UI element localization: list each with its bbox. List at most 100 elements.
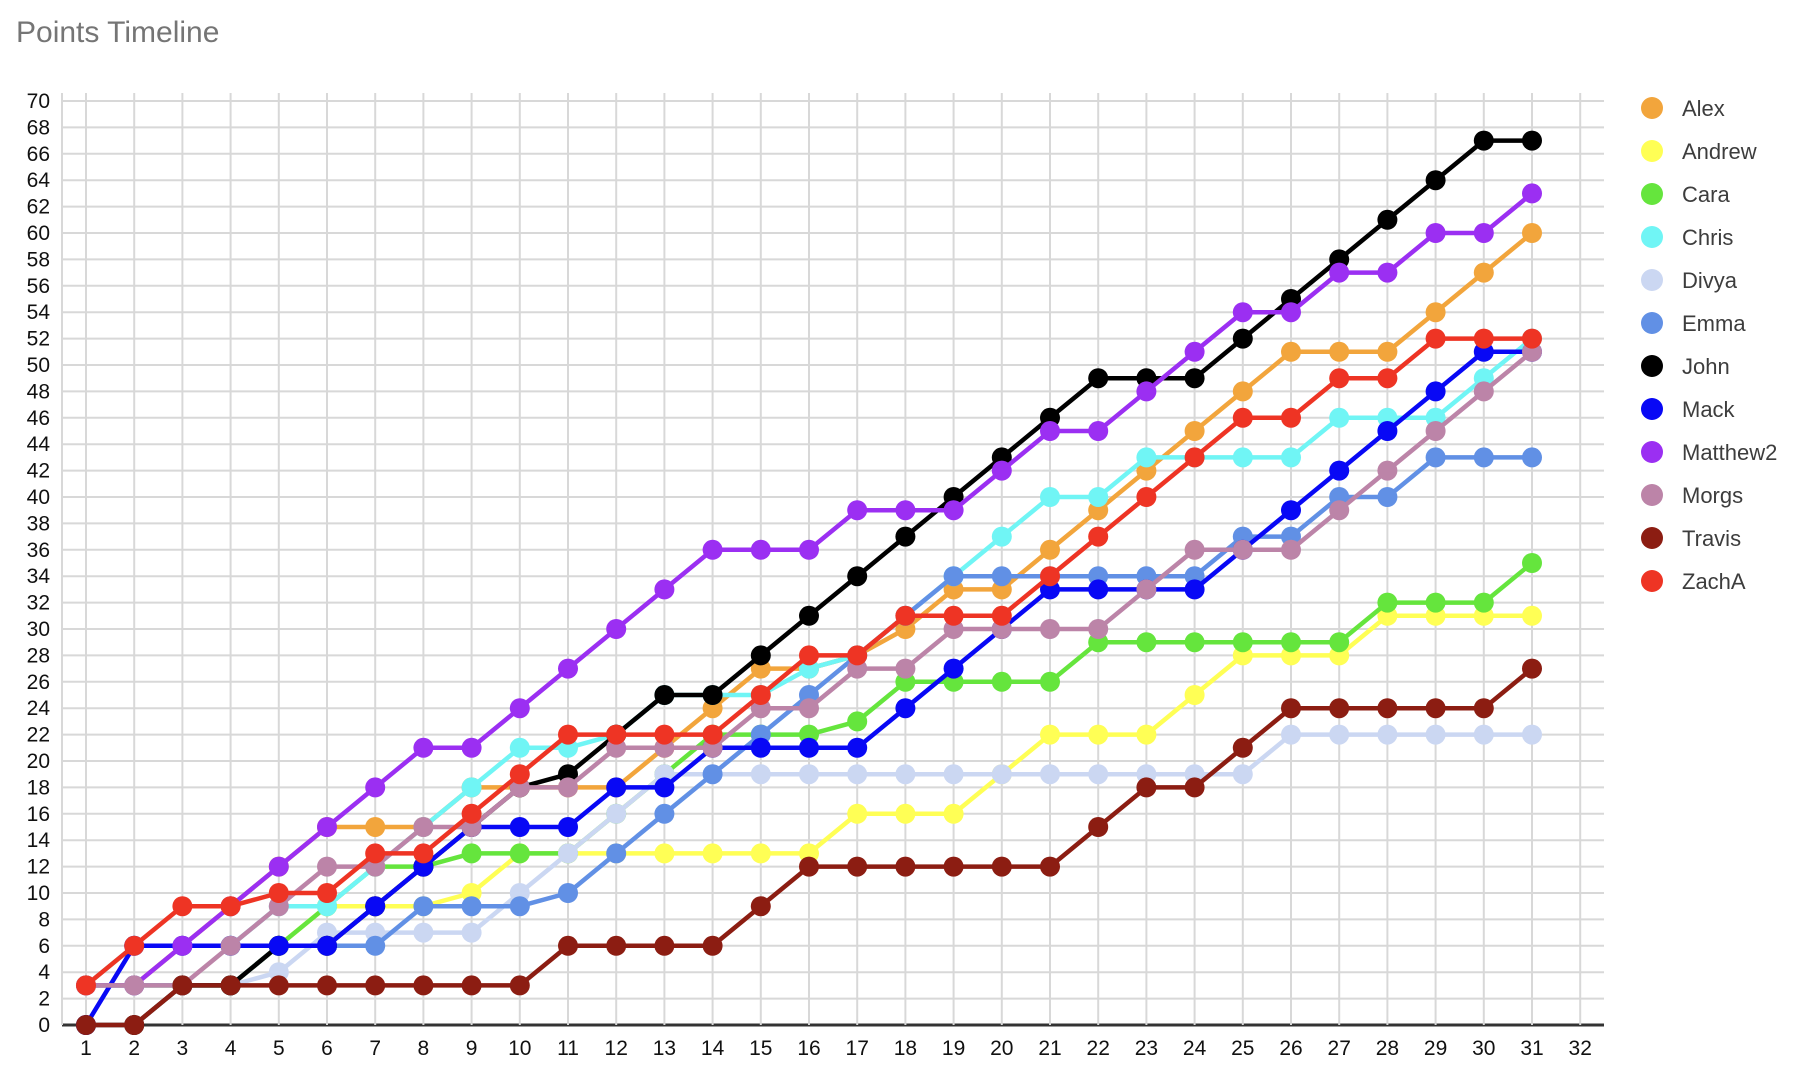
data-point-Cara-x28 [1377,592,1398,613]
data-point-ZachA-x20 [991,605,1012,626]
data-point-ZachA-x7 [365,843,386,864]
data-point-Mack-x22 [1088,579,1109,600]
x-tick-label: 1 [80,1037,92,1060]
data-point-ZachA-x18 [895,605,916,626]
data-point-ZachA-x27 [1329,368,1350,389]
legend-item-ZachA[interactable]: ZachA [1641,569,1746,594]
data-point-Matthew2-x12 [606,619,627,639]
data-point-Matthew2-x28 [1377,262,1398,283]
data-point-Matthew2-x22 [1088,421,1109,441]
data-point-Matthew2-x14 [702,539,723,560]
data-point-Travis-x7 [365,975,386,996]
data-point-Alex-x30 [1473,262,1494,283]
y-tick-label: 24 [27,697,51,720]
data-point-Emma-x29 [1425,447,1446,468]
legend-item-Travis[interactable]: Travis [1641,526,1741,551]
legend-item-Mack[interactable]: Mack [1641,397,1736,422]
data-point-Emma-x28 [1377,487,1398,507]
data-point-ZachA-x19 [943,605,964,626]
x-tick-label: 23 [1135,1037,1158,1060]
data-point-ZachA-x14 [702,724,723,745]
legend-item-Cara[interactable]: Cara [1641,182,1730,207]
data-point-Morgs-x27 [1329,500,1350,521]
data-point-Andrew-x19 [943,803,964,824]
x-tick-label: 28 [1376,1037,1399,1060]
y-tick-label: 32 [27,592,50,615]
legend-item-Alex[interactable]: Alex [1641,96,1725,121]
data-point-Divya-x16 [799,764,819,785]
legend-label-Emma: Emma [1682,311,1746,336]
data-point-Divya-x12 [606,803,627,824]
data-point-Divya-x18 [895,764,916,785]
legend-item-Divya[interactable]: Divya [1641,268,1738,293]
series-Travis [76,658,1542,1035]
data-point-Chris-x26 [1281,447,1301,468]
legend-item-Morgs[interactable]: Morgs [1641,483,1743,508]
data-point-ZachA-x16 [799,645,819,666]
data-point-Morgs-x16 [799,698,819,719]
data-point-ZachA-x4 [220,896,241,917]
data-point-Alex-x31 [1522,223,1542,243]
data-point-John-x29 [1425,170,1446,191]
legend-item-Andrew[interactable]: Andrew [1641,139,1757,164]
x-tick-label: 22 [1087,1037,1110,1060]
data-point-ZachA-x31 [1522,328,1542,349]
data-point-Mack-x27 [1329,460,1350,481]
data-point-Divya-x31 [1522,724,1542,745]
data-point-Mack-x13 [654,777,675,798]
y-tick-label: 26 [27,671,50,694]
data-point-Mack-x15 [750,737,771,758]
data-point-Emma-x19 [943,566,964,587]
data-point-Morgs-x18 [895,658,916,679]
legend-marker-Travis [1641,527,1663,549]
data-point-Andrew-x22 [1088,724,1109,745]
data-point-ZachA-x2 [124,935,145,956]
y-tick-label: 70 [27,90,50,113]
data-point-Travis-x1 [76,1015,96,1035]
y-tick-label: 46 [27,407,50,430]
data-point-Travis-x11 [558,935,578,956]
legend-item-Emma[interactable]: Emma [1641,311,1746,336]
data-point-Morgs-x30 [1473,381,1494,402]
data-point-Divya-x15 [750,764,771,785]
data-point-Divya-x26 [1281,724,1301,745]
data-point-Travis-x4 [220,975,241,996]
data-point-John-x16 [799,605,819,626]
legend-marker-Mack [1641,398,1663,420]
data-point-ZachA-x29 [1425,328,1446,349]
data-point-Cara-x10 [509,843,530,864]
legend-item-Chris[interactable]: Chris [1641,225,1733,250]
data-point-Travis-x14 [702,935,723,956]
x-tick-label: 12 [605,1037,628,1060]
legend-label-Alex: Alex [1682,96,1725,121]
legend-label-Matthew2: Matthew2 [1682,440,1777,465]
data-point-Divya-x9 [461,922,482,943]
data-point-Matthew2-x25 [1232,302,1253,323]
data-point-Andrew-x14 [702,843,723,864]
data-point-Alex-x7 [365,817,386,837]
data-point-John-x22 [1088,368,1109,389]
y-tick-label: 60 [27,222,50,245]
y-tick-label: 20 [27,750,50,773]
legend-marker-Matthew2 [1641,441,1663,463]
data-point-Matthew2-x17 [847,500,868,521]
x-tick-label: 27 [1328,1037,1351,1060]
data-point-Travis-x29 [1425,698,1446,719]
data-point-Matthew2-x6 [317,817,337,837]
y-tick-label: 36 [27,539,50,562]
legend-item-John[interactable]: John [1641,354,1730,379]
data-point-Andrew-x17 [847,803,868,824]
y-tick-label: 18 [27,776,50,799]
y-tick-label: 28 [27,644,50,667]
data-point-Travis-x18 [895,856,916,877]
x-tick-label: 20 [990,1037,1013,1060]
data-point-Andrew-x23 [1136,724,1157,745]
data-point-Cara-x27 [1329,632,1350,653]
legend-item-Matthew2[interactable]: Matthew2 [1641,440,1777,465]
data-point-Travis-x27 [1329,698,1350,719]
data-point-Travis-x20 [991,856,1012,877]
data-point-ZachA-x3 [172,896,193,917]
data-point-ZachA-x25 [1232,407,1253,428]
legend-label-John: John [1682,354,1730,379]
